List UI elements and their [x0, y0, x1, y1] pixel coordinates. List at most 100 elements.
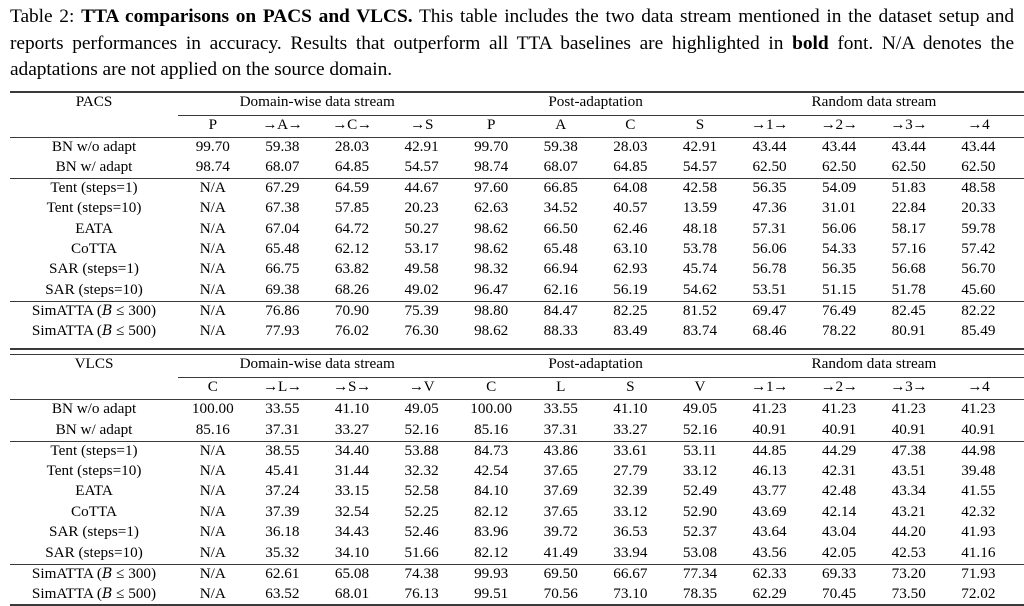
cell-5: 65.48 — [526, 240, 596, 260]
cell-12: 99.93 — [1013, 565, 1024, 585]
cell-12: 81.98 — [1013, 503, 1024, 523]
cell-11: 43.44 — [944, 138, 1014, 158]
row-label: SimATTA (B ≤ 500) — [10, 585, 178, 605]
cell-5: 69.50 — [526, 565, 596, 585]
cell-0: N/A — [178, 179, 248, 199]
column-header-11: →4 — [944, 115, 1014, 137]
cell-8: 40.91 — [735, 421, 805, 441]
cell-0: N/A — [178, 281, 248, 301]
cell-1: 67.29 — [248, 179, 318, 199]
cell-7: 54.62 — [665, 281, 735, 301]
cell-3: 53.88 — [387, 442, 457, 462]
group-header-1: Post-adaptation — [456, 355, 734, 378]
cell-0: N/A — [178, 240, 248, 260]
cell-0: N/A — [178, 565, 248, 585]
cell-7: 48.18 — [665, 220, 735, 240]
cell-10: 43.21 — [874, 503, 944, 523]
cell-1: 36.18 — [248, 523, 318, 543]
cell-12: 98.44 — [1013, 260, 1024, 280]
cell-11: 59.78 — [944, 220, 1014, 240]
group-header-3: Post-adaptation — [1013, 355, 1024, 378]
row-label: CoTTA — [10, 503, 178, 523]
cell-6: 27.79 — [596, 462, 666, 482]
cell-2: 31.44 — [317, 462, 387, 482]
cell-11: 42.32 — [944, 503, 1014, 523]
cell-0: N/A — [178, 544, 248, 564]
cell-9: 44.29 — [804, 442, 874, 462]
cell-5: 59.38 — [526, 138, 596, 158]
cell-3: 52.16 — [387, 421, 457, 441]
cell-1: 77.93 — [248, 322, 318, 342]
cell-9: 42.31 — [804, 462, 874, 482]
cell-12: 85.30 — [1013, 442, 1024, 462]
cell-8: 62.33 — [735, 565, 805, 585]
cell-5: 39.72 — [526, 523, 596, 543]
cell-4: 100.00 — [456, 400, 526, 420]
cell-2: 34.43 — [317, 523, 387, 543]
column-header-6: S — [596, 378, 666, 400]
caption-bold-word: bold — [792, 33, 828, 54]
cell-4: 98.62 — [456, 240, 526, 260]
cell-0: N/A — [178, 302, 248, 322]
cell-1: 37.24 — [248, 482, 318, 502]
cell-10: 22.84 — [874, 199, 944, 219]
cell-7: 49.05 — [665, 400, 735, 420]
cell-5: 33.55 — [526, 400, 596, 420]
row-label: BN w/o adapt — [10, 138, 178, 158]
cell-4: 98.74 — [456, 158, 526, 178]
cell-2: 33.15 — [317, 482, 387, 502]
cell-4: 98.32 — [456, 260, 526, 280]
cell-6: 33.12 — [596, 503, 666, 523]
cell-6: 63.10 — [596, 240, 666, 260]
cell-4: 84.10 — [456, 482, 526, 502]
cell-11: 41.55 — [944, 482, 1014, 502]
cell-5: 66.94 — [526, 260, 596, 280]
cell-9: 42.05 — [804, 544, 874, 564]
cell-2: 28.03 — [317, 138, 387, 158]
column-header-1: →A→ — [248, 115, 318, 137]
cell-9: 76.49 — [804, 302, 874, 322]
cell-9: 42.48 — [804, 482, 874, 502]
cell-4: 99.93 — [456, 565, 526, 585]
cell-7: 53.11 — [665, 442, 735, 462]
cell-2: 41.10 — [317, 400, 387, 420]
cell-11: 44.98 — [944, 442, 1014, 462]
section-gap — [10, 342, 1024, 349]
cell-11: 41.16 — [944, 544, 1014, 564]
cell-9: 62.50 — [804, 158, 874, 178]
cell-2: 63.82 — [317, 260, 387, 280]
cell-0: N/A — [178, 260, 248, 280]
cell-7: 52.16 — [665, 421, 735, 441]
cell-11: 85.49 — [944, 322, 1014, 342]
cell-12: 85.09 — [1013, 523, 1024, 543]
cell-1: 37.31 — [248, 421, 318, 441]
cell-5: 37.31 — [526, 421, 596, 441]
table-figure-page: Table 2: TTA comparisons on PACS and VLC… — [0, 0, 1024, 577]
column-header-1: →L→ — [248, 378, 318, 400]
cell-11: 72.02 — [944, 585, 1014, 605]
cell-0: N/A — [178, 482, 248, 502]
cell-9: 69.33 — [804, 565, 874, 585]
cell-8: 46.13 — [735, 462, 805, 482]
cell-6: 33.94 — [596, 544, 666, 564]
cell-11: 41.23 — [944, 400, 1014, 420]
cell-12: 85.16 — [1013, 421, 1024, 441]
column-header-10: →3→ — [874, 115, 944, 137]
cell-1: 69.38 — [248, 281, 318, 301]
group-header-1: Post-adaptation — [456, 93, 734, 116]
cell-2: 34.40 — [317, 442, 387, 462]
cell-6: 83.49 — [596, 322, 666, 342]
cell-1: 67.04 — [248, 220, 318, 240]
column-header-2: →S→ — [317, 378, 387, 400]
group-header-0: Domain-wise data stream — [178, 355, 456, 378]
cell-12: 99.70 — [1013, 138, 1024, 158]
cell-8: 62.50 — [735, 158, 805, 178]
cell-12: 52.01 — [1013, 462, 1024, 482]
